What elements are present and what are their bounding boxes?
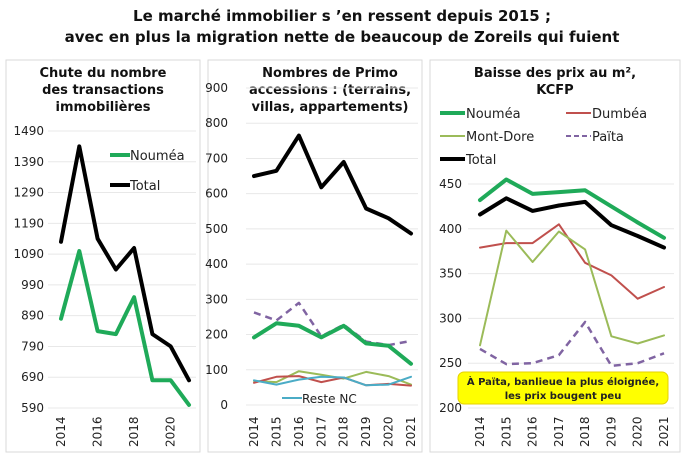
- y-tick-label: 400: [205, 257, 228, 271]
- x-tick-label: 2020: [164, 416, 178, 447]
- y-tick-label: 890: [21, 309, 44, 323]
- y-tick-label: 1390: [13, 155, 44, 169]
- series-line-noumea: [59, 249, 191, 407]
- legend-label: Total: [465, 153, 496, 168]
- chart-title-line: immobilières: [56, 100, 151, 115]
- y-tick-label: 990: [21, 278, 44, 292]
- series-line-total: [252, 133, 413, 236]
- x-tick-label: 2020: [382, 416, 396, 447]
- chart-primo-accessions: Nombres de Primo accessions : (terrains,…: [205, 59, 423, 453]
- x-tick-label: 2018: [578, 416, 592, 447]
- x-tick-label: 2016: [91, 416, 105, 447]
- chart-title-line: villas, appartements): [252, 100, 409, 115]
- y-tick-label: 690: [21, 370, 44, 384]
- x-tick-label: 2016: [292, 416, 306, 447]
- series-line-noumea: [478, 177, 666, 240]
- y-tick-label: 900: [205, 81, 228, 95]
- x-tick-label: 2017: [314, 416, 328, 447]
- y-tick-label: 1090: [13, 247, 44, 261]
- chart-prix-m2: Baisse des prix au m², KCFP 450 400 350 300…: [429, 59, 681, 453]
- panel-frame: [5, 59, 201, 453]
- legend-label: Nouméa: [466, 107, 521, 122]
- y-tick-label: 0: [220, 398, 228, 412]
- y-tick-label: 590: [21, 401, 44, 415]
- y-tick-label: 200: [439, 401, 462, 415]
- legend-label: Total: [129, 179, 160, 194]
- legend-label: Reste NC: [302, 392, 357, 406]
- legend-label: Païta: [592, 130, 624, 145]
- legend-label: Dumbéa: [592, 107, 647, 122]
- y-tick-label: 1490: [13, 124, 44, 138]
- y-tick-label: 100: [205, 363, 228, 377]
- x-tick-label: 2018: [337, 416, 351, 447]
- legend: Reste NC: [282, 392, 357, 406]
- annotation-line: À Païta, banlieue la plus éloignée,: [467, 375, 659, 388]
- y-tick-label: 350: [439, 267, 462, 281]
- x-tick-label: 2015: [499, 416, 513, 447]
- chart-transactions: Chute du nombre des transactions immobil…: [5, 59, 201, 453]
- y-tick-label: 500: [205, 222, 228, 236]
- y-tick-label: 300: [439, 311, 462, 325]
- series-line-total: [59, 144, 191, 383]
- x-tick-label: 2015: [269, 416, 283, 447]
- y-tick-label: 700: [205, 151, 228, 165]
- annotation: À Païta, banlieue la plus éloignée, les …: [457, 371, 669, 405]
- chart-title-line: Baisse des prix au m²,: [474, 66, 636, 81]
- main-title-line1: Le marché immobilier s ’en ressent depui…: [133, 7, 551, 25]
- legend: Nouméa Dumbéa Mont-Dore Païta Total: [440, 107, 647, 168]
- main-title-line2: avec en plus la migration nette de beauc…: [64, 28, 620, 46]
- y-tick-label: 450: [439, 177, 462, 191]
- series-line-noumea: [252, 321, 413, 366]
- series-line-total: [478, 196, 666, 250]
- x-tick-label: 2014: [54, 416, 68, 447]
- y-tick-label: 1290: [13, 186, 44, 200]
- chart-title-line: Chute du nombre: [40, 66, 167, 81]
- x-tick-label: 2019: [359, 416, 373, 447]
- annotation-line: les prix bougent peu: [505, 391, 622, 402]
- y-tick-label: 800: [205, 116, 228, 130]
- x-tick-label: 2014: [247, 416, 261, 447]
- x-tick-label: 2019: [604, 416, 618, 447]
- chart-title-line: KCFP: [536, 83, 573, 98]
- y-tick-label: 200: [205, 328, 228, 342]
- x-tick-label: 2017: [552, 416, 566, 447]
- chart-title-line: des transactions: [42, 83, 164, 98]
- series-line-dumbea: [479, 223, 665, 300]
- y-tick-label: 300: [205, 292, 228, 306]
- series-line-montdore: [479, 229, 665, 347]
- chart-title-line: accessions : (terrains,: [249, 83, 411, 98]
- y-tick-label: 600: [205, 187, 228, 201]
- y-tick-label: 790: [21, 339, 44, 353]
- panel-frame: [207, 59, 423, 453]
- series-line-reste: [253, 375, 412, 387]
- legend-label: Mont-Dore: [466, 130, 534, 145]
- annotation-box: [457, 371, 669, 405]
- x-tick-label: 2020: [631, 416, 645, 447]
- series-line-paita: [253, 301, 412, 347]
- y-tick-label: 250: [439, 356, 462, 370]
- y-tick-label: 1190: [13, 216, 44, 230]
- x-tick-label: 2016: [526, 416, 540, 447]
- x-tick-label: 2018: [127, 416, 141, 447]
- x-tick-label: 2021: [657, 416, 671, 447]
- x-tick-label: 2014: [473, 416, 487, 447]
- main-title: Le marché immobilier s ’en ressent depui…: [0, 6, 684, 48]
- chart-title-line: Nombres de Primo: [262, 66, 398, 81]
- x-tick-label: 2021: [404, 416, 418, 447]
- y-tick-label: 400: [439, 222, 462, 236]
- legend-label: Nouméa: [130, 149, 185, 164]
- legend: Nouméa Total: [110, 149, 185, 194]
